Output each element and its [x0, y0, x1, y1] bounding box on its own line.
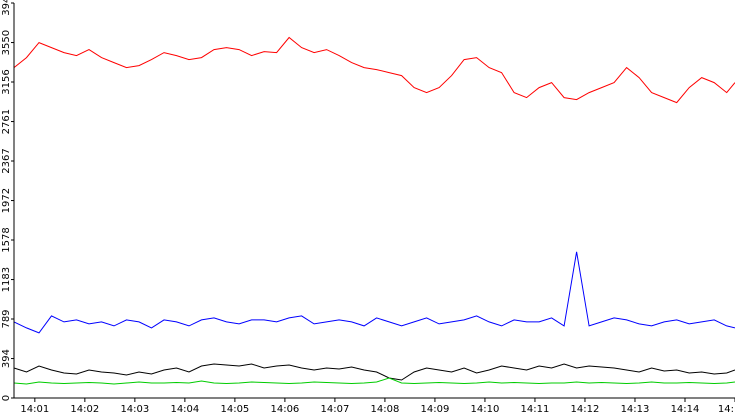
series-layer — [13, 36, 735, 385]
series-line-4 — [13, 377, 735, 385]
x-tick-label: 14:10 — [471, 404, 500, 415]
x-tick-label: 14:02 — [70, 404, 99, 415]
x-tick-label: 14:07 — [320, 404, 349, 415]
series-line-3 — [13, 363, 735, 381]
x-tick-label: 14:11 — [521, 404, 550, 415]
y-tick-label: 3156 — [1, 69, 12, 94]
x-tick-label: 14:04 — [170, 404, 199, 415]
x-tick-label: 14:14 — [671, 404, 700, 415]
y-tick-label: 3550 — [1, 30, 12, 55]
y-tick-label: 2761 — [1, 109, 12, 134]
x-tick-label: 14:12 — [571, 404, 600, 415]
y-tick-label: 1183 — [1, 267, 12, 292]
x-tick-label: 14: — [718, 404, 734, 415]
x-tick-label: 14:06 — [270, 404, 299, 415]
x-tick-label: 14:01 — [20, 404, 49, 415]
y-tick-label: 1578 — [1, 227, 12, 252]
x-tick-label: 14:09 — [421, 404, 450, 415]
series-line-2 — [13, 251, 735, 334]
x-tick-label: 14:13 — [621, 404, 650, 415]
x-tick-label: 14:03 — [120, 404, 149, 415]
x-tick-label: 14:05 — [220, 404, 249, 415]
series-line-1 — [13, 36, 735, 104]
y-tick-label: 3945 — [1, 0, 12, 16]
y-tick-label: 2367 — [1, 148, 12, 173]
y-tick-label: 1972 — [1, 188, 12, 213]
y-tick-label: 789 — [1, 309, 12, 328]
x-tick-label: 14:08 — [371, 404, 400, 415]
y-tick-label: 0 — [1, 395, 12, 401]
y-tick-label: 394 — [1, 349, 12, 368]
